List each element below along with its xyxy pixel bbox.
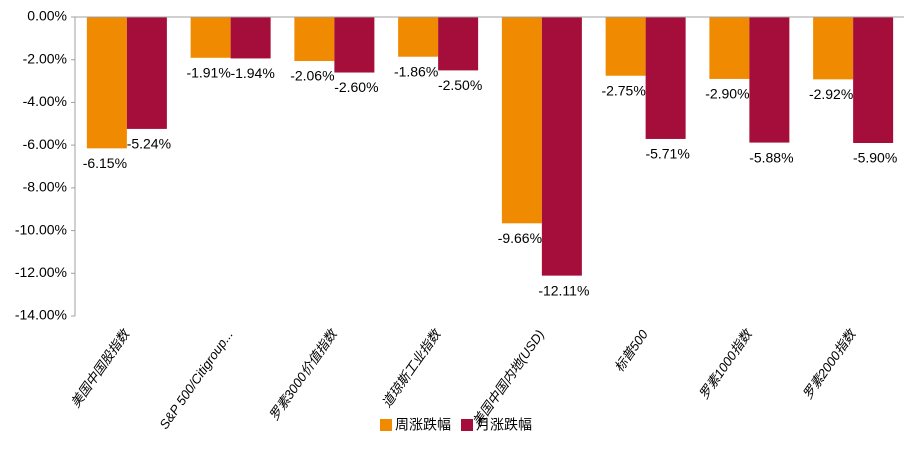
- x-tick-label: 罗素2000指数: [800, 325, 860, 402]
- bar: [709, 17, 750, 79]
- bar: [294, 17, 335, 61]
- data-label: -5.71%: [645, 146, 689, 162]
- legend-swatch: [461, 419, 473, 431]
- bar: [334, 17, 375, 73]
- bar: [230, 17, 271, 59]
- bar: [853, 17, 894, 144]
- data-label: -2.06%: [290, 68, 334, 84]
- y-tick-label: -4.00%: [23, 93, 67, 109]
- x-tick-label: 美国中国股指数: [68, 325, 134, 410]
- data-label: -2.90%: [705, 86, 749, 102]
- y-tick-label: 0.00%: [27, 8, 67, 24]
- x-tick-label: 标普500: [611, 326, 651, 374]
- y-tick-label: -2.00%: [23, 50, 67, 66]
- x-tick-label: 美国中国内地(USD): [469, 327, 547, 429]
- data-label: -5.88%: [749, 149, 793, 165]
- bar: [749, 17, 790, 143]
- legend-swatch: [380, 419, 392, 431]
- y-tick-label: -14.00%: [15, 307, 67, 323]
- data-label: -9.66%: [498, 230, 542, 246]
- data-label: -5.90%: [853, 150, 897, 166]
- bar: [541, 17, 582, 276]
- bar: [645, 17, 686, 139]
- bar: [398, 17, 439, 57]
- bar: [190, 17, 231, 58]
- bar: [813, 17, 854, 80]
- y-tick-label: -10.00%: [15, 221, 67, 237]
- bar: [126, 17, 167, 129]
- data-label: -5.24%: [127, 136, 171, 152]
- data-label: -2.92%: [809, 86, 853, 102]
- y-tick-label: -12.00%: [15, 264, 67, 280]
- y-tick-label: -6.00%: [23, 136, 67, 152]
- data-label: -6.15%: [83, 155, 127, 171]
- bar: [605, 17, 646, 76]
- legend-label: 月涨跌幅: [476, 417, 532, 433]
- data-label: -1.94%: [230, 65, 274, 81]
- x-tick-label: S&P 500/Citigroup...: [156, 327, 236, 432]
- x-tick-label: 罗素3000价值指数: [266, 325, 341, 423]
- bar: [501, 17, 542, 224]
- data-label: -2.60%: [334, 79, 378, 95]
- data-label: -2.50%: [438, 77, 482, 93]
- x-tick-label: 道琼斯工业指数: [379, 325, 445, 410]
- data-label: -12.11%: [538, 282, 589, 298]
- y-tick-label: -8.00%: [23, 179, 67, 195]
- data-label: -1.86%: [394, 63, 438, 79]
- legend-label: 周涨跌幅: [395, 417, 451, 433]
- data-label: -2.75%: [601, 82, 645, 98]
- data-label: -1.91%: [186, 64, 230, 80]
- x-tick-label: 罗素1000指数: [696, 325, 756, 402]
- bar: [438, 17, 479, 71]
- bar: [86, 17, 127, 149]
